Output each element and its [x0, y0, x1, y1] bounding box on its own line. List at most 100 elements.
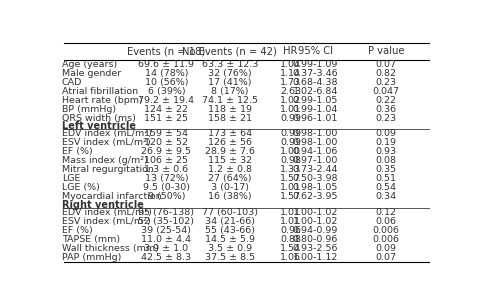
Text: 95% CI: 95% CI [297, 46, 332, 56]
Text: 74.1 ± 12.5: 74.1 ± 12.5 [201, 96, 257, 105]
Text: 173 ± 64: 173 ± 64 [207, 129, 251, 138]
Text: 8 (17%): 8 (17%) [211, 87, 248, 96]
Text: 0.22: 0.22 [375, 96, 396, 105]
Text: 1.01: 1.01 [279, 217, 300, 226]
Text: Atrial fibrillation: Atrial fibrillation [62, 87, 138, 96]
Text: PAP (mmHg): PAP (mmHg) [62, 253, 121, 262]
Text: EDV index (mL/m²): EDV index (mL/m²) [62, 208, 152, 217]
Text: 0.09: 0.09 [375, 129, 396, 138]
Text: 0.23: 0.23 [375, 78, 396, 87]
Text: 0.97-1.00: 0.97-1.00 [292, 156, 337, 165]
Text: Wall thickness (mm): Wall thickness (mm) [62, 244, 158, 253]
Text: EF (%): EF (%) [62, 226, 93, 235]
Text: 0.88: 0.88 [279, 235, 300, 244]
Text: CAD: CAD [62, 78, 82, 87]
Text: 0.047: 0.047 [372, 87, 399, 96]
Text: Heart rate (bpm): Heart rate (bpm) [62, 96, 143, 105]
Text: 17 (41%): 17 (41%) [207, 78, 251, 87]
Text: 0.23: 0.23 [375, 114, 396, 123]
Text: 9.5 (0-30): 9.5 (0-30) [143, 183, 190, 192]
Text: LGE: LGE [62, 174, 80, 183]
Text: 52 (35-102): 52 (35-102) [138, 217, 194, 226]
Text: 11.0 ± 4.4: 11.0 ± 4.4 [141, 235, 191, 244]
Text: 1.73: 1.73 [279, 78, 300, 87]
Text: 3.5 ± 0.9: 3.5 ± 0.9 [207, 244, 251, 253]
Text: 1.2 ± 0.8: 1.2 ± 0.8 [207, 165, 251, 174]
Text: ESV index (mL/m²): ESV index (mL/m²) [62, 217, 150, 226]
Text: 34 (21-66): 34 (21-66) [204, 217, 254, 226]
Text: 0.07: 0.07 [375, 60, 396, 69]
Text: 2.63: 2.63 [279, 87, 300, 96]
Text: 1.57: 1.57 [279, 174, 300, 183]
Text: HR: HR [283, 46, 297, 56]
Text: 0.006: 0.006 [372, 235, 399, 244]
Text: 1.00-1.12: 1.00-1.12 [292, 253, 337, 262]
Text: 42.5 ± 8.3: 42.5 ± 8.3 [141, 253, 191, 262]
Text: 14.5 ± 5.9: 14.5 ± 5.9 [204, 235, 254, 244]
Text: EF (%): EF (%) [62, 147, 93, 156]
Text: 0.94-0.99: 0.94-0.99 [292, 226, 337, 235]
Text: 28.9 ± 7.6: 28.9 ± 7.6 [204, 147, 254, 156]
Text: 0.07: 0.07 [375, 253, 396, 262]
Text: 0.99: 0.99 [279, 114, 300, 123]
Text: 158 ± 21: 158 ± 21 [207, 114, 251, 123]
Text: 55 (43-66): 55 (43-66) [204, 226, 254, 235]
Text: 0.08: 0.08 [375, 156, 396, 165]
Text: 0.80-0.96: 0.80-0.96 [292, 235, 337, 244]
Text: 0.06: 0.06 [375, 217, 396, 226]
Text: 1.02-6.84: 1.02-6.84 [292, 87, 337, 96]
Text: 69.6 ± 11.9: 69.6 ± 11.9 [138, 60, 194, 69]
Text: 0.62-3.95: 0.62-3.95 [292, 192, 337, 201]
Text: 1.14: 1.14 [279, 69, 300, 78]
Text: 0.99-1.09: 0.99-1.09 [292, 60, 337, 69]
Text: 0.73-2.44: 0.73-2.44 [292, 165, 337, 174]
Text: 3 (0-17): 3 (0-17) [210, 183, 248, 192]
Text: 0.98: 0.98 [279, 156, 300, 165]
Text: 0.99-1.04: 0.99-1.04 [292, 105, 337, 114]
Text: 0.82: 0.82 [375, 69, 396, 78]
Text: 6 (39%): 6 (39%) [147, 87, 185, 96]
Text: 124 ± 22: 124 ± 22 [144, 105, 188, 114]
Text: Age (years): Age (years) [62, 60, 117, 69]
Text: 1.06: 1.06 [279, 253, 300, 262]
Text: 0.12: 0.12 [375, 208, 396, 217]
Text: 0.54: 0.54 [375, 183, 396, 192]
Text: 0.93: 0.93 [375, 147, 396, 156]
Text: 95 (76-138): 95 (76-138) [138, 208, 194, 217]
Text: 0.98-1.00: 0.98-1.00 [292, 129, 337, 138]
Text: ESV index (mL/m²): ESV index (mL/m²) [62, 138, 150, 147]
Text: QRS width (ms): QRS width (ms) [62, 114, 135, 123]
Text: Mitral regurgitation: Mitral regurgitation [62, 165, 154, 174]
Text: 1.3 ± 0.6: 1.3 ± 0.6 [144, 165, 188, 174]
Text: 0.19: 0.19 [375, 138, 396, 147]
Text: Mass index (g/m²): Mass index (g/m²) [62, 156, 147, 165]
Text: 27 (64%): 27 (64%) [207, 174, 251, 183]
Text: 1.57: 1.57 [279, 192, 300, 201]
Text: 0.50-3.98: 0.50-3.98 [292, 174, 337, 183]
Text: 151 ± 25: 151 ± 25 [144, 114, 188, 123]
Text: 0.99: 0.99 [279, 138, 300, 147]
Text: 126 ± 56: 126 ± 56 [207, 138, 251, 147]
Text: 10 (56%): 10 (56%) [144, 78, 188, 87]
Text: 14 (78%): 14 (78%) [144, 69, 188, 78]
Text: 1.00: 1.00 [279, 147, 300, 156]
Text: Male gender: Male gender [62, 69, 121, 78]
Text: LGE (%): LGE (%) [62, 183, 100, 192]
Text: 115 ± 32: 115 ± 32 [207, 156, 251, 165]
Text: 32 (76%): 32 (76%) [207, 69, 251, 78]
Text: 1.01: 1.01 [279, 105, 300, 114]
Text: 0.36: 0.36 [375, 105, 396, 114]
Text: 0.99: 0.99 [279, 129, 300, 138]
Text: 118 ± 19: 118 ± 19 [207, 105, 251, 114]
Text: 1.00-1.02: 1.00-1.02 [292, 208, 337, 217]
Text: 1.01: 1.01 [279, 183, 300, 192]
Text: 13 (72%): 13 (72%) [144, 174, 188, 183]
Text: 106 ± 25: 106 ± 25 [144, 156, 188, 165]
Text: 120 ± 52: 120 ± 52 [144, 138, 188, 147]
Text: 0.006: 0.006 [372, 226, 399, 235]
Text: 0.34: 0.34 [375, 192, 396, 201]
Text: 0.96-1.01: 0.96-1.01 [292, 114, 337, 123]
Text: BP (mmHg): BP (mmHg) [62, 105, 116, 114]
Text: Events (n = 18): Events (n = 18) [127, 46, 205, 56]
Text: 1.33: 1.33 [279, 165, 300, 174]
